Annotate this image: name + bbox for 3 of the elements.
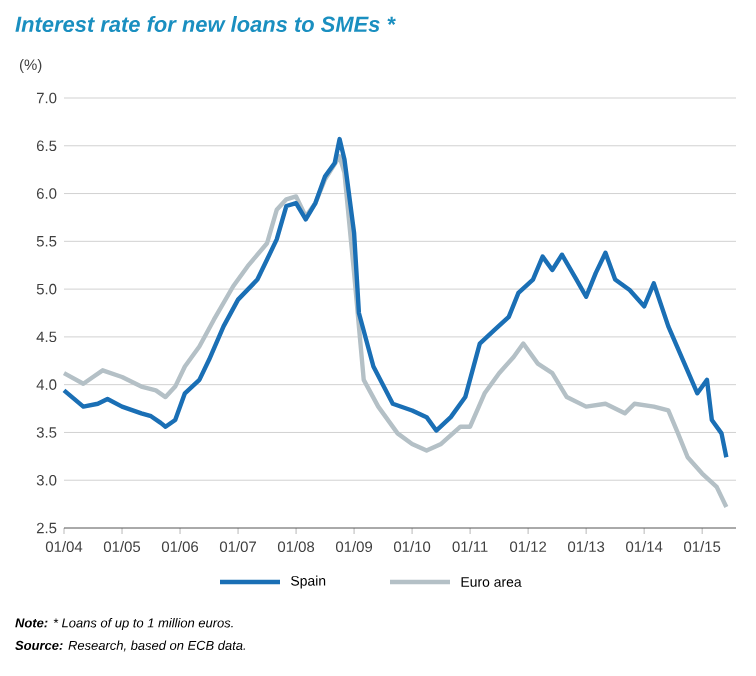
chart-title: Interest rate for new loans to SMEs * <box>15 15 396 33</box>
line-series <box>61 136 729 460</box>
line-series <box>61 154 729 510</box>
